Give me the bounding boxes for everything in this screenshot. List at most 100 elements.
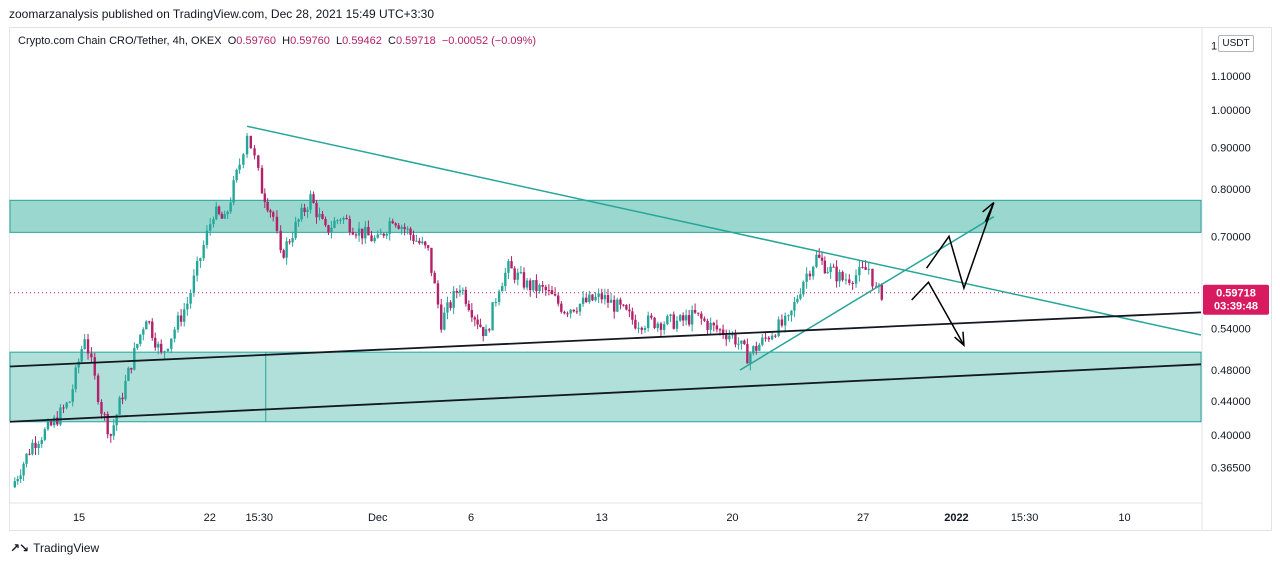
candle-body bbox=[752, 346, 755, 354]
candle-body bbox=[575, 311, 579, 313]
candle-body bbox=[818, 254, 821, 258]
candle-body bbox=[357, 228, 361, 236]
candle-body bbox=[130, 367, 133, 370]
candle-body bbox=[367, 226, 370, 236]
chart-frame bbox=[9, 27, 1272, 531]
candle-body bbox=[464, 289, 468, 304]
candle-body bbox=[345, 218, 348, 220]
candle-body bbox=[820, 257, 824, 261]
candle-body bbox=[758, 344, 761, 351]
candle-body bbox=[157, 343, 160, 348]
candle-body bbox=[591, 294, 594, 301]
candle-body bbox=[74, 367, 77, 390]
lower-support-line bbox=[9, 363, 1202, 423]
candle-body bbox=[449, 302, 452, 308]
candle-body bbox=[721, 329, 725, 336]
candle-body bbox=[838, 272, 841, 282]
candle-body bbox=[479, 324, 482, 327]
candle-body bbox=[799, 294, 802, 299]
legend-high-value: 0.59760 bbox=[290, 35, 330, 47]
candle-body bbox=[622, 304, 625, 306]
candle-body bbox=[693, 309, 697, 313]
candle-body bbox=[619, 299, 622, 305]
candle-body bbox=[737, 343, 740, 345]
candle-body bbox=[790, 310, 793, 316]
time-tick-label: 10 bbox=[1118, 512, 1130, 524]
candle-body bbox=[291, 238, 294, 243]
candle-body bbox=[854, 275, 858, 284]
time-tick-label: 20 bbox=[726, 512, 738, 524]
candle-body bbox=[176, 315, 180, 330]
candle-body bbox=[409, 228, 412, 235]
candles-layer bbox=[13, 133, 883, 489]
support-zone bbox=[9, 351, 1202, 423]
candle-body bbox=[199, 258, 202, 261]
legend-open-key: O bbox=[227, 35, 237, 47]
candle-body bbox=[56, 417, 59, 425]
candle-body bbox=[725, 335, 728, 340]
candle-body bbox=[690, 309, 694, 325]
price-tick-label: 0.70000 bbox=[1211, 231, 1251, 243]
candle-body bbox=[360, 228, 364, 239]
candle-body bbox=[653, 317, 656, 328]
candle-body bbox=[606, 295, 610, 303]
candle-body bbox=[160, 343, 163, 353]
bullish-scenario-arrow bbox=[925, 202, 995, 291]
candle-body bbox=[333, 220, 336, 228]
candle-body bbox=[805, 273, 808, 282]
candle-body bbox=[764, 337, 767, 339]
candle-body bbox=[525, 280, 529, 288]
candle-body bbox=[643, 328, 647, 330]
candle-body bbox=[235, 169, 238, 181]
candle-body bbox=[470, 309, 474, 318]
candle-body bbox=[728, 335, 731, 340]
candle-body bbox=[815, 254, 818, 267]
legend-low-value: 0.59462 bbox=[342, 35, 382, 47]
candle-body bbox=[86, 339, 90, 354]
candle-body bbox=[192, 275, 196, 293]
candle-body bbox=[65, 402, 68, 408]
candle-body bbox=[467, 303, 471, 310]
candle-body bbox=[603, 295, 607, 300]
candle-body bbox=[403, 226, 406, 230]
candle-body bbox=[118, 397, 121, 415]
currency-unit-button[interactable]: USDT bbox=[1218, 35, 1254, 52]
price-tick-label: 0.44000 bbox=[1211, 396, 1251, 408]
candle-body bbox=[109, 434, 113, 436]
price-tick-label: 0.48000 bbox=[1211, 365, 1251, 377]
candle-body bbox=[557, 295, 560, 304]
candle-body bbox=[300, 207, 303, 220]
tradingview-logo[interactable]: ↗↘ TradingView bbox=[10, 541, 99, 555]
candle-body bbox=[391, 221, 394, 224]
candle-body bbox=[25, 453, 28, 464]
candle-body bbox=[700, 313, 703, 319]
candle-body bbox=[510, 261, 513, 269]
zones-layer bbox=[9, 199, 1202, 423]
candle-body bbox=[133, 348, 136, 370]
candle-body bbox=[71, 389, 74, 402]
candle-body bbox=[318, 214, 321, 218]
candle-body bbox=[858, 266, 861, 276]
candle-body bbox=[452, 291, 455, 308]
candle-body bbox=[34, 442, 37, 449]
candle-body bbox=[115, 414, 118, 426]
candle-body bbox=[324, 218, 327, 226]
candle-body bbox=[215, 206, 218, 220]
resistance-zone bbox=[9, 199, 1202, 233]
candle-body bbox=[426, 245, 430, 248]
candle-body bbox=[121, 397, 124, 400]
candle-body bbox=[412, 234, 415, 242]
candle-body bbox=[364, 226, 367, 239]
candle-body bbox=[513, 268, 516, 280]
candle-body bbox=[569, 309, 572, 314]
candle-body bbox=[706, 320, 709, 330]
candle-body bbox=[279, 230, 282, 251]
candle-body bbox=[100, 402, 103, 414]
candle-body bbox=[80, 349, 83, 362]
candle-body bbox=[253, 148, 256, 156]
candle-body bbox=[871, 268, 874, 287]
candle-body bbox=[588, 294, 591, 303]
candle-body bbox=[229, 202, 232, 212]
